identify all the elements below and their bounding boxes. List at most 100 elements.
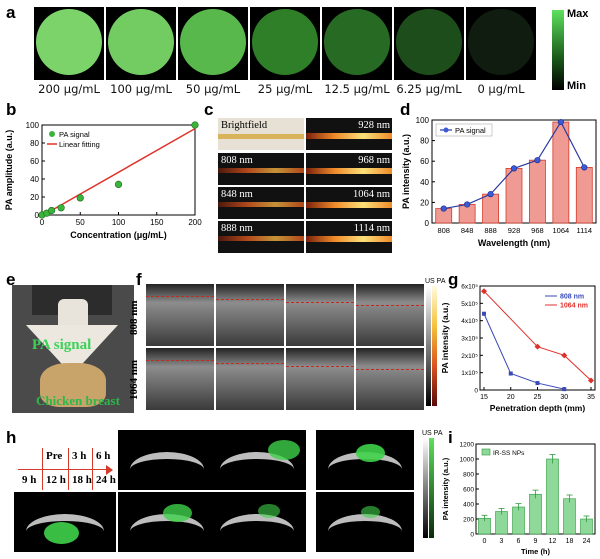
- x-tick-label: 0: [40, 218, 45, 227]
- timeline-arrow-icon: [106, 465, 113, 475]
- us-pa-image: [286, 284, 354, 346]
- depth-marker-line: [216, 299, 284, 301]
- sample-circle: [252, 9, 318, 75]
- linear-fit-line: [41, 127, 196, 217]
- timeline-label: 6 h: [96, 450, 111, 462]
- x-tick-label: 6: [517, 538, 521, 545]
- depth-marker-line: [356, 305, 424, 307]
- timeline-label: Pre: [46, 450, 63, 462]
- timeline-tick: [68, 448, 69, 490]
- chart-g-penetration-depth: 15 20 25 30 35 0 1x10⁵ 2x10⁵ 3x10⁵ 4x10⁵ 5x10⁵ 6x10…: [440, 284, 596, 413]
- bar: [482, 193, 499, 224]
- x-tick-label: 20: [507, 394, 515, 401]
- bar: [505, 168, 523, 224]
- x-tick-label: 808: [437, 226, 450, 235]
- y-tick-label: 40: [420, 178, 429, 187]
- panel-label-i: i: [448, 428, 453, 447]
- bar: [552, 121, 570, 224]
- concentration-label: 12.5 μg/mL: [324, 82, 390, 96]
- panel-label-d: d: [400, 100, 411, 119]
- y-tick-label: 100: [416, 116, 430, 125]
- y-tick-label: 60: [30, 157, 39, 166]
- y-tick-label: 20: [30, 193, 39, 202]
- panel-f-row-label-1064: 1064 nm: [128, 359, 140, 400]
- y-tick-label: 0: [474, 388, 478, 395]
- y-tick-label: 5x10⁵: [461, 301, 478, 308]
- us-tissue-arc: [130, 452, 204, 487]
- data-point: [534, 343, 541, 350]
- x-tick-label: 928: [508, 226, 521, 235]
- wavelength-label: 888 nm: [221, 223, 253, 234]
- x-tick-label: 100: [112, 218, 126, 227]
- data-point: [562, 387, 567, 392]
- legend-marker: [49, 131, 55, 137]
- timeline-label: 24 h: [96, 474, 116, 486]
- chart-d-pa-intensity-wavelength: 0 20 40 60 80 100 808 848 888 928 968 1064 1114 PA si…: [401, 116, 597, 248]
- panel-e-photo: PA signal Chicken breast: [12, 285, 134, 413]
- us-pa-image: [146, 284, 214, 346]
- us-pa-image: [356, 348, 424, 410]
- y-tick-label: 4x10⁵: [461, 318, 478, 325]
- data-point: [57, 204, 65, 212]
- panel-label-f: f: [136, 270, 142, 289]
- colorbar-max-label: Max: [567, 8, 589, 20]
- data-point: [561, 352, 568, 359]
- x-axis-label: Concentration (μg/mL): [70, 230, 167, 240]
- x-axis-label: Penetration depth (mm): [490, 403, 586, 413]
- bar: [529, 159, 546, 224]
- concentration-label: 25 μg/mL: [257, 82, 313, 96]
- us-pa-image: [146, 348, 214, 410]
- y-tick-label: 200: [463, 517, 474, 524]
- us-tissue-arc: [220, 514, 294, 549]
- y-tick-label: 600: [463, 487, 474, 494]
- panel-label-h: h: [6, 428, 17, 447]
- depth-marker-line: [146, 360, 214, 362]
- data-point: [482, 311, 486, 316]
- data-point: [440, 205, 447, 212]
- bar: [563, 498, 576, 535]
- panel-f-colorbar-label: US PA: [425, 278, 446, 285]
- y-tick-label: 100: [26, 121, 40, 130]
- sample-circle: [468, 9, 534, 75]
- legend-label: 1064 nm: [560, 303, 588, 310]
- x-tick-label: 30: [560, 394, 568, 401]
- bar: [575, 166, 593, 224]
- y-tick-label: 3x10⁵: [461, 336, 478, 343]
- x-tick-label: 3: [500, 538, 504, 545]
- y-tick-label: 0: [470, 532, 474, 539]
- panel-label-b: b: [6, 100, 17, 119]
- pa-signal-band: [306, 202, 392, 208]
- colorbar-min-label: Min: [567, 80, 586, 92]
- wavelength-label: 848 nm: [221, 189, 253, 200]
- bar: [512, 506, 525, 535]
- series-line: [483, 290, 592, 381]
- panel-f-colorbar-pa: [432, 286, 437, 406]
- data-point: [114, 180, 123, 188]
- y-tick-label: 0: [35, 211, 40, 220]
- data-point: [534, 157, 541, 164]
- panel-h-colorbar-label: US PA: [422, 430, 443, 437]
- timeline-label: 3 h: [72, 450, 87, 462]
- y-axis-label: PA amplitude (a.u.): [4, 130, 14, 211]
- data-point: [191, 121, 199, 129]
- legend-label: IR-SS NPs: [493, 450, 525, 457]
- sample-circle: [108, 9, 174, 75]
- timeline-label: 18 h: [72, 474, 92, 486]
- pa-signal-band: [218, 202, 304, 207]
- wavelength-label: 968 nm: [358, 155, 390, 166]
- pa-signal-band: [218, 168, 304, 173]
- data-point: [47, 206, 56, 215]
- sample-circle: [180, 9, 246, 75]
- pa-tumor-signal: [258, 504, 281, 518]
- depth-marker-line: [356, 369, 424, 371]
- y-tick-label: 1200: [460, 442, 475, 449]
- concentration-label: 50 μg/mL: [185, 82, 241, 96]
- tube-stripe: [218, 134, 304, 139]
- x-tick-label: 200: [188, 218, 202, 227]
- panel-label-e: e: [6, 270, 16, 289]
- x-tick-label: 9: [534, 538, 538, 545]
- x-tick-label: 968: [531, 226, 544, 235]
- timeline-tick: [42, 448, 43, 490]
- y-tick-label: 1000: [460, 457, 475, 464]
- legend-box: [435, 123, 493, 137]
